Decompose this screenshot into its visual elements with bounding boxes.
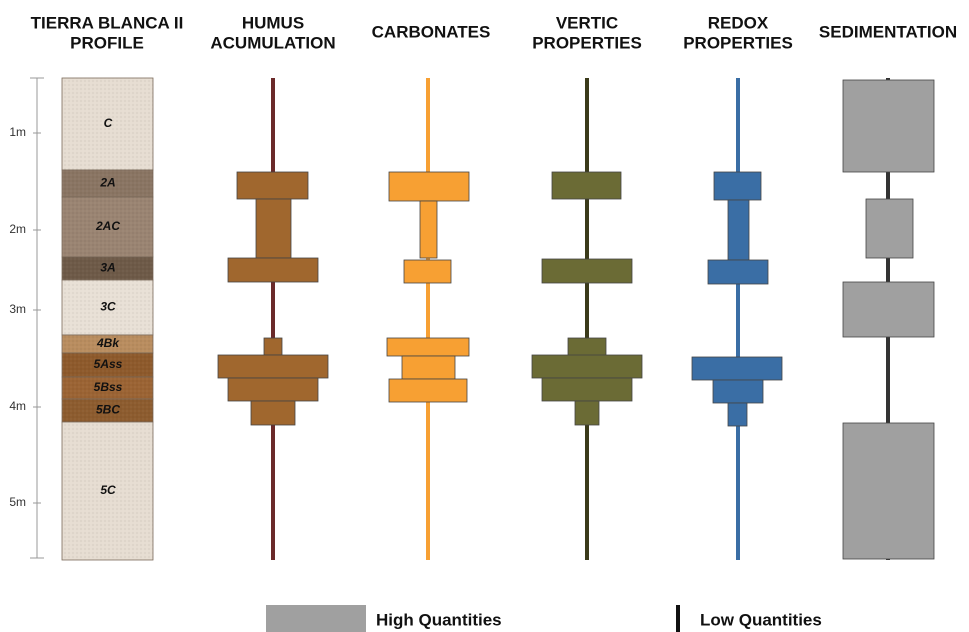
- legend-high-swatch: [266, 605, 366, 632]
- quantity-bar: [236, 171, 309, 200]
- quantity-bar: [388, 378, 468, 403]
- horizon-label: C: [104, 116, 113, 130]
- depth-label: 2m: [9, 222, 26, 236]
- quantity-bar: [250, 400, 296, 426]
- horizon-texture: [62, 399, 153, 422]
- horizon-texture: [62, 280, 153, 335]
- depth-label: 5m: [9, 495, 26, 509]
- legend-low-label: Low Quantities: [700, 610, 822, 629]
- depth-label: 3m: [9, 302, 26, 316]
- depth-label: 4m: [9, 399, 26, 413]
- quantity-bar: [842, 281, 935, 338]
- horizon-label: 2A: [99, 176, 115, 190]
- quantity-bar: [691, 356, 783, 381]
- column-header: PROPERTIES: [532, 33, 642, 52]
- horizon-texture: [62, 170, 153, 197]
- quantity-bar: [842, 79, 935, 173]
- horizon-texture: [62, 78, 153, 170]
- quantity-bar: [419, 200, 438, 259]
- column-header: PROFILE: [70, 33, 144, 52]
- quantity-bar: [531, 354, 643, 379]
- quantity-bar: [727, 402, 748, 427]
- quantity-bar: [388, 171, 470, 202]
- horizon-texture: [62, 197, 153, 257]
- quantity-bar: [217, 354, 329, 379]
- quantity-bar: [386, 337, 470, 357]
- quantity-bar: [727, 199, 750, 261]
- column-header: SEDIMENTATION: [819, 22, 957, 41]
- quantity-bar: [842, 422, 935, 560]
- column-header: HUMUS: [242, 13, 304, 32]
- horizon-label: 3A: [100, 261, 115, 275]
- quantity-bar: [401, 355, 456, 380]
- horizon-label: 5BC: [96, 403, 120, 417]
- column-header: CARBONATES: [372, 22, 491, 41]
- quantity-bar: [263, 337, 283, 356]
- column-header: PROPERTIES: [683, 33, 793, 52]
- horizon-texture: [62, 377, 153, 399]
- quantity-bar: [865, 198, 914, 259]
- legend-low-swatch: [676, 605, 680, 632]
- quantity-bar: [551, 171, 622, 200]
- horizon-texture: [62, 422, 153, 560]
- quantity-bar: [403, 259, 452, 284]
- quantity-bar: [255, 198, 292, 259]
- quantity-bar: [227, 257, 319, 283]
- horizon-label: 5Bss: [94, 380, 123, 394]
- horizon-label: 5C: [100, 483, 116, 497]
- quantity-bar: [541, 377, 633, 402]
- quantity-bar: [227, 377, 319, 402]
- depth-label: 1m: [9, 125, 26, 139]
- column-header: REDOX: [708, 13, 769, 32]
- quantity-bar: [713, 171, 762, 201]
- quantity-bar: [541, 258, 633, 284]
- horizon-texture: [62, 257, 153, 280]
- horizon-texture: [62, 335, 153, 353]
- horizon-label: 4Bk: [96, 336, 120, 350]
- column-header: TIERRA BLANCA II: [31, 13, 184, 32]
- quantity-bar: [712, 379, 764, 404]
- quantity-bar: [574, 400, 600, 426]
- horizon-label: 3C: [100, 300, 116, 314]
- column-header: VERTIC: [556, 13, 618, 32]
- legend-high-label: High Quantities: [376, 610, 502, 629]
- horizon-label: 5Ass: [94, 357, 123, 371]
- horizon-label: 2AC: [95, 219, 120, 233]
- quantity-bar: [567, 337, 607, 357]
- horizon-texture: [62, 353, 153, 377]
- quantity-bar: [707, 259, 769, 285]
- column-header: ACUMULATION: [210, 33, 335, 52]
